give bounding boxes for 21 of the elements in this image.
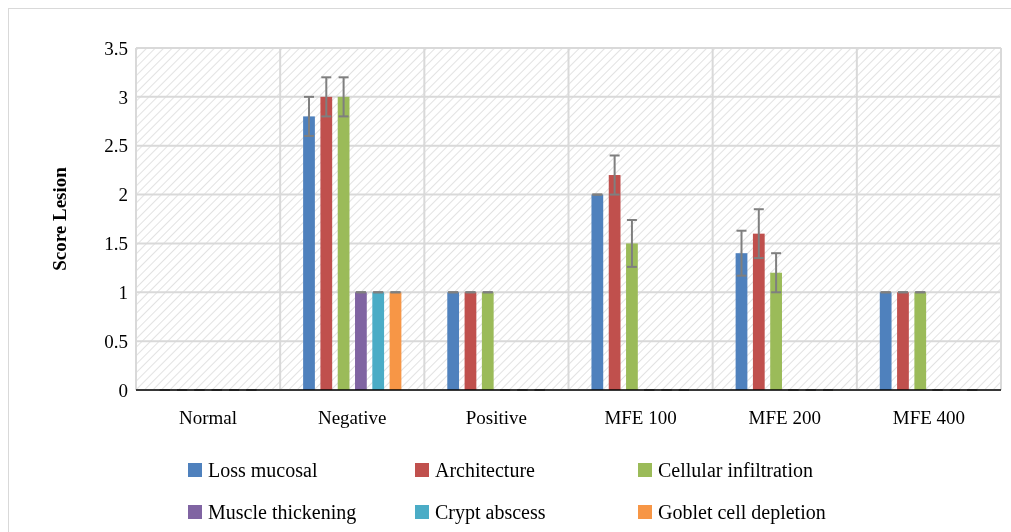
legend-label: Goblet cell depletion	[658, 501, 826, 524]
legend-label: Crypt abscess	[435, 501, 546, 524]
y-tick-label: 0.5	[104, 330, 128, 352]
y-axis-title: Score Lesion	[49, 166, 70, 271]
x-tick-label: MFE 100	[604, 407, 677, 428]
y-tick-label: 3.5	[104, 37, 128, 59]
y-tick-label: 1	[118, 281, 128, 303]
y-tick-label: 1.5	[104, 233, 128, 255]
y-tick-label: 0	[118, 379, 128, 401]
legend-label: Cellular infiltration	[658, 459, 813, 481]
y-tick-label: 2.5	[104, 135, 128, 157]
x-tick-label: Positive	[465, 407, 528, 428]
y-tick-label: 3	[118, 86, 128, 108]
x-tick-label: MFE 200	[748, 407, 821, 428]
x-tick-label: Normal	[179, 407, 238, 428]
y-tick-label: 2	[118, 184, 128, 206]
x-tick-label: MFE 400	[892, 407, 966, 428]
x-tick-label: Negative	[317, 407, 387, 428]
legend-label: Architecture	[435, 459, 536, 481]
legend-label: Muscle thickening	[208, 501, 357, 524]
legend-label: Loss mucosal	[208, 459, 318, 481]
